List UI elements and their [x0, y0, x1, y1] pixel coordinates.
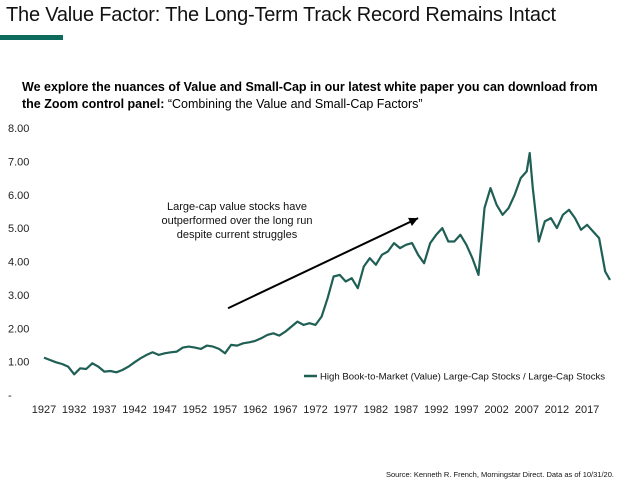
series-line	[43, 151, 611, 376]
y-tick-label: -	[8, 390, 12, 402]
x-tick-label: 1932	[62, 404, 86, 416]
x-tick-label: 1977	[333, 404, 357, 416]
x-tick-label: 1952	[183, 404, 207, 416]
title-accent-bar	[0, 35, 63, 40]
annotation-arrow-line	[227, 217, 419, 310]
annotation-arrow-head	[408, 217, 419, 227]
x-tick-label: 2012	[545, 404, 569, 416]
y-tick-label: 1.00	[8, 357, 29, 369]
x-tick-label: 1982	[364, 404, 388, 416]
x-tick-label: 1987	[394, 404, 418, 416]
annotation-text-line: Large-cap value stocks have	[167, 201, 307, 213]
y-tick-label: 3.00	[8, 290, 29, 302]
page-title: The Value Factor: The Long-Term Track Re…	[6, 4, 556, 26]
x-tick-label: 2002	[484, 404, 508, 416]
subtitle: We explore the nuances of Value and Smal…	[22, 79, 612, 113]
x-tick-label: 1972	[303, 404, 327, 416]
x-tick-label: 2007	[514, 404, 538, 416]
subtitle-quote-text: “Combining the Value and Small-Cap Facto…	[167, 97, 423, 111]
legend-label: High Book-to-Market (Value) Large-Cap St…	[320, 372, 605, 383]
x-tick-label: 1992	[424, 404, 448, 416]
y-tick-label: 6.00	[8, 190, 29, 202]
y-tick-label: 4.00	[8, 257, 29, 269]
y-tick-label: 5.00	[8, 223, 29, 235]
x-tick-label: 1947	[152, 404, 176, 416]
y-tick-label: 8.00	[8, 123, 29, 135]
x-tick-label: 1957	[213, 404, 237, 416]
y-tick-label: 2.00	[8, 323, 29, 335]
x-tick-label: 1937	[92, 404, 116, 416]
x-tick-label: 1997	[454, 404, 478, 416]
annotation-text-line: despite current struggles	[177, 229, 298, 241]
x-tick-label: 1962	[243, 404, 267, 416]
source-note: Source: Kenneth R. French, Morningstar D…	[385, 470, 614, 479]
x-tick-label: 2017	[575, 404, 599, 416]
x-tick-label: 1927	[32, 404, 56, 416]
x-tick-label: 1942	[122, 404, 146, 416]
subtitle-bold-text: We explore the nuances of Value and Smal…	[22, 80, 598, 111]
y-tick-label: 7.00	[8, 156, 29, 168]
annotation-text-line: outperformed over the long run	[161, 215, 312, 227]
x-tick-label: 1967	[273, 404, 297, 416]
